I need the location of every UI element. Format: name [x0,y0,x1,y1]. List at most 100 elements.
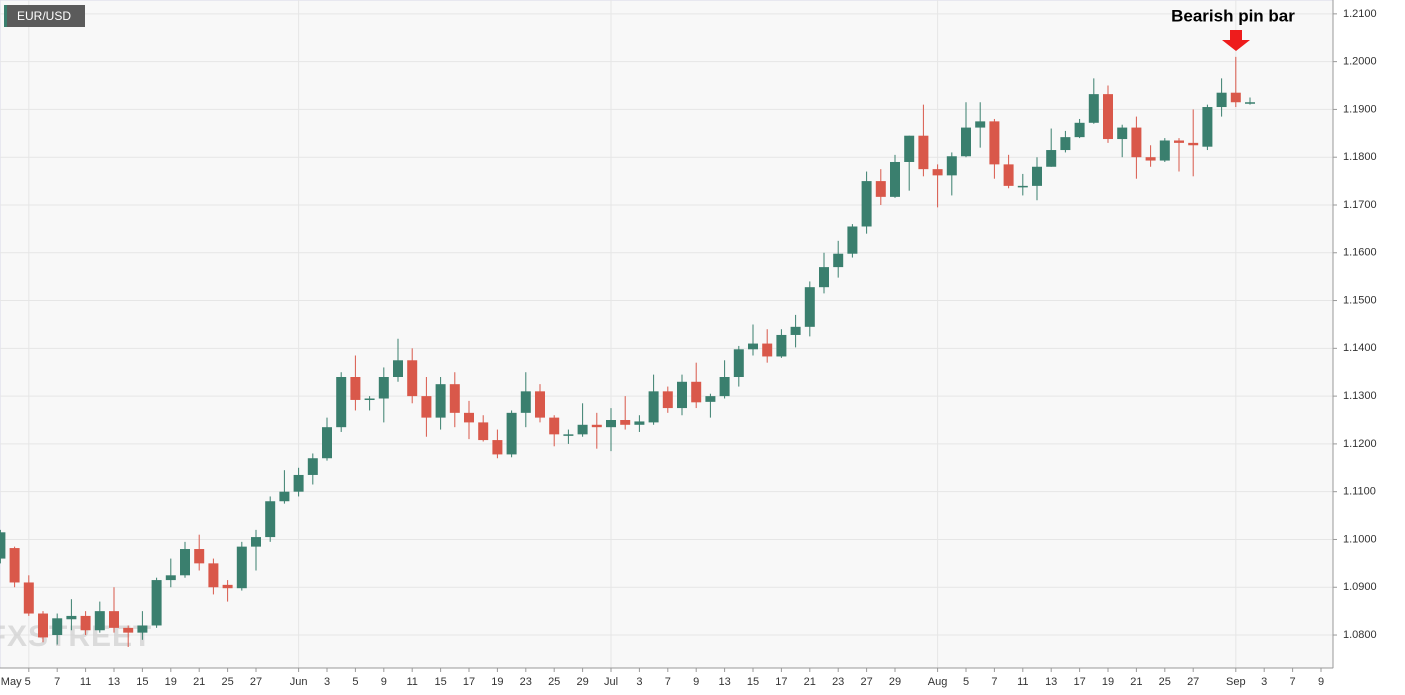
candle-body [577,424,588,435]
x-tick-label: 27 [860,676,872,688]
x-tick-label: 7 [54,676,60,688]
y-tick-label: 1.1200 [1343,438,1377,450]
candle-body [719,377,730,397]
x-tick-label: 9 [693,676,699,688]
x-tick-label: 27 [250,676,262,688]
x-tick-label: Jun [290,676,308,688]
x-tick-label: 5 [352,676,358,688]
candle-body [350,377,361,400]
x-tick-label: 7 [665,676,671,688]
x-tick-label: 7 [991,676,997,688]
candle-body [1245,102,1255,104]
y-tick-label: 1.2000 [1343,56,1377,68]
candle-body [790,326,801,335]
candle-body [336,377,347,428]
symbol-label: EUR/USD [17,9,71,23]
candle-body [0,532,6,559]
candle-body [847,226,858,254]
candle-body [1202,107,1213,147]
candle-body [151,580,162,626]
candle-body [23,582,34,614]
candle-body [961,127,971,157]
candle-body [733,349,744,378]
candle-body [520,391,531,413]
x-tick-label: 3 [1261,676,1267,688]
x-tick-label: 29 [889,676,901,688]
x-tick-label: 13 [108,676,120,688]
candle-body [464,412,474,423]
candle-body [890,161,900,197]
y-tick-label: 1.1900 [1343,103,1377,115]
candle-body [222,584,233,589]
candle-body [634,421,645,425]
candle-body [165,575,176,581]
x-tick-label: 11 [80,676,91,688]
candle-body [1117,127,1128,140]
candle-body [208,563,219,588]
candle-body [875,181,886,197]
candle-body [322,427,332,459]
candle-body [1060,137,1071,151]
candle-body [563,434,574,436]
candle-body [251,537,261,547]
x-tick-label: 3 [636,676,642,688]
candle-body [279,491,290,502]
annotation-arrow [1222,30,1250,51]
symbol-badge [4,5,85,27]
candle-body [1046,150,1057,167]
y-tick-label: 1.0800 [1343,629,1377,641]
x-tick-label: Jul [604,676,618,688]
candle-body [1032,166,1042,186]
x-tick-label: 23 [832,676,844,688]
candle-body [535,391,545,418]
x-tick-label: 11 [1017,676,1028,688]
candle-body [705,396,716,402]
x-tick-label: 13 [1045,676,1057,688]
x-tick-label: 19 [1102,676,1114,688]
candle-body [194,549,205,564]
candle-body [80,615,91,631]
x-tick-label: 27 [1187,676,1199,688]
candle-body [804,287,815,327]
candle-body [421,396,432,418]
candle-body [989,121,1000,165]
x-tick-label: 25 [548,676,560,688]
candle-body [94,611,105,631]
candle-body [819,267,829,288]
candle-body [946,156,957,176]
y-tick-label: 1.1600 [1343,247,1377,259]
candle-body [833,253,844,268]
x-tick-label: Aug [928,676,948,688]
candle-body [904,135,915,162]
candle-body [1145,157,1156,161]
candle-body [748,343,758,350]
x-tick-label: 9 [381,676,387,688]
candle-body [506,412,517,455]
x-tick-label: 19 [491,676,503,688]
candle-body [1216,92,1227,108]
x-tick-label: 19 [165,676,177,688]
candle-body [137,625,148,633]
candle-body [407,360,418,397]
candle-body [762,343,773,357]
x-tick-label: 25 [221,676,233,688]
y-tick-label: 1.1400 [1343,342,1377,354]
x-tick-label: 13 [718,676,730,688]
candle-body [9,548,20,583]
candle-body [1074,122,1085,138]
candle-body [549,417,560,435]
candle-body [975,121,986,128]
candle-body [606,420,616,428]
candle-body [691,381,702,403]
x-tick-label: 23 [520,676,532,688]
candle-body [648,391,659,423]
y-tick-label: 1.1100 [1343,486,1376,498]
y-tick-label: 1.1000 [1343,533,1377,545]
candle-body [293,474,304,492]
candle-body [1230,92,1241,103]
candle-body [449,384,460,413]
candle-body [109,611,119,628]
x-tick-label: 17 [775,676,787,688]
candle-body [180,549,190,576]
